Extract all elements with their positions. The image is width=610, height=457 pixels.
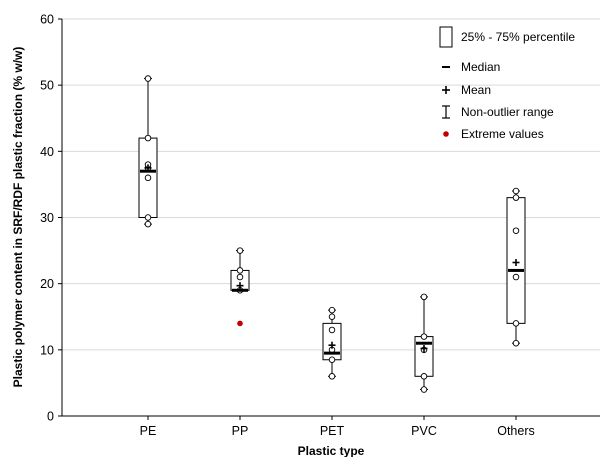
data-point	[420, 293, 428, 301]
y-tick-label: 10	[40, 343, 54, 357]
legend-label: Extreme values	[461, 127, 544, 141]
legend-label: Median	[461, 60, 500, 74]
x-axis-title: Plastic type	[298, 444, 365, 457]
y-tick-label: 60	[40, 13, 54, 27]
x-tick-label: PP	[232, 424, 249, 438]
data-point	[236, 247, 244, 254]
x-tick-label: PVC	[411, 424, 437, 438]
legend-extreme-symbol	[443, 131, 449, 137]
legend-label: Mean	[461, 83, 491, 97]
y-tick-label: 50	[40, 79, 54, 93]
y-tick-label: 30	[40, 211, 54, 225]
legend-item-median: Median	[442, 60, 500, 74]
data-point	[236, 267, 244, 274]
x-tick-label: PET	[320, 424, 345, 438]
data-point	[144, 174, 152, 182]
box-group	[414, 293, 434, 393]
data-point	[328, 306, 336, 314]
data-point	[512, 194, 520, 201]
y-axis-ticks: 0 10 20 30 40 50 60	[40, 13, 62, 424]
data-point	[236, 273, 244, 281]
y-tick-label: 40	[40, 145, 54, 159]
x-tick-label: Others	[497, 424, 535, 438]
category-labels: PE PP PET PVC Others	[140, 416, 535, 438]
data-point	[144, 75, 152, 82]
boxes	[138, 75, 526, 393]
data-point	[144, 134, 152, 142]
legend-item-box: 25% - 75% percentile	[439, 26, 575, 48]
data-point	[512, 227, 520, 234]
data-point	[328, 326, 336, 334]
legend-item-range: Non-outlier range	[442, 105, 554, 119]
data-point	[512, 187, 520, 195]
data-point	[420, 333, 428, 340]
data-point	[328, 313, 336, 321]
legend-label: Non-outlier range	[461, 105, 554, 119]
box-group	[506, 187, 526, 347]
legend-label: 25% - 75% percentile	[461, 30, 575, 44]
data-point	[144, 214, 152, 221]
y-tick-label: 20	[40, 277, 54, 291]
data-point	[420, 386, 428, 393]
data-point	[420, 373, 428, 380]
data-point	[328, 356, 336, 364]
box-group	[322, 306, 342, 380]
box-group	[230, 247, 250, 327]
data-point	[144, 220, 152, 228]
legend-box-symbol	[439, 26, 453, 48]
data-point	[512, 339, 520, 347]
legend: 25% - 75% percentile Median Mean Non-outlie…	[439, 26, 575, 141]
legend-item-extreme: Extreme values	[443, 127, 544, 141]
x-tick-label: PE	[140, 424, 157, 438]
data-point	[328, 373, 336, 380]
extreme-point	[237, 320, 243, 327]
legend-item-mean: Mean	[442, 83, 491, 97]
axes	[61, 19, 600, 417]
data-point	[512, 273, 520, 281]
y-tick-label: 0	[47, 410, 54, 424]
y-axis-title: Plastic polymer content in SRF/RDF plast…	[11, 47, 25, 388]
data-point	[512, 320, 520, 327]
box-group	[138, 75, 158, 228]
